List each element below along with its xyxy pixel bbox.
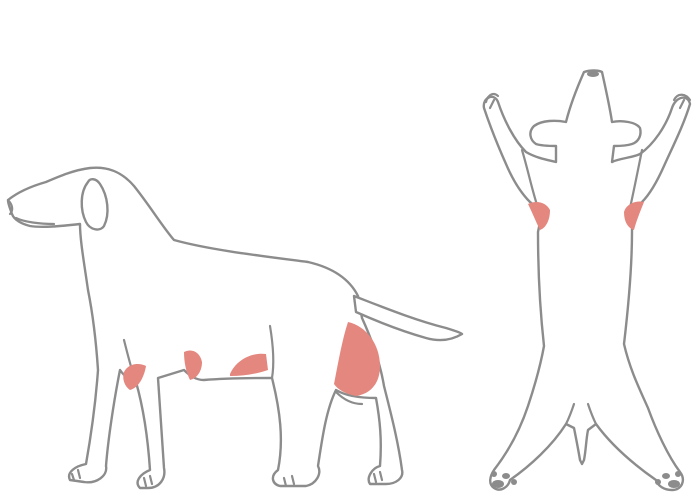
side-paw-toes-1 [70,468,82,482]
ventral-inner-left-leg [564,402,576,426]
ventral-right-armpit-highlight [624,201,644,230]
side-tail [352,294,464,342]
ventral-left-rear-paw-pads-icon [491,471,517,488]
side-ear [80,178,109,231]
ventral-body-outline [482,69,692,492]
side-chest-highlight [184,350,202,380]
ventral-inner-right-leg [586,402,598,426]
side-thigh-highlight [334,322,380,396]
ventral-right-rear-paw-pads-icon [655,471,681,488]
ventral-view-dog [482,69,692,492]
side-hind-leg-inner [268,324,275,380]
side-elbow-highlight [123,364,146,390]
side-body-outline [6,166,404,490]
ventral-front-left-paw [484,92,500,110]
ventral-front-right-inner [628,148,644,210]
side-paw-toes-3 [282,474,296,488]
ventral-left-armpit-highlight [528,202,550,230]
side-view-dog [6,166,464,490]
side-mouth-line [14,216,56,226]
ventral-front-right-paw [672,93,692,110]
ventral-nose-icon [587,71,599,77]
side-hind-hock [334,390,364,406]
side-nose [6,198,14,216]
side-paw-toes-4 [372,470,384,484]
side-paw-toes-2 [142,474,154,488]
side-belly-highlight [230,353,268,376]
